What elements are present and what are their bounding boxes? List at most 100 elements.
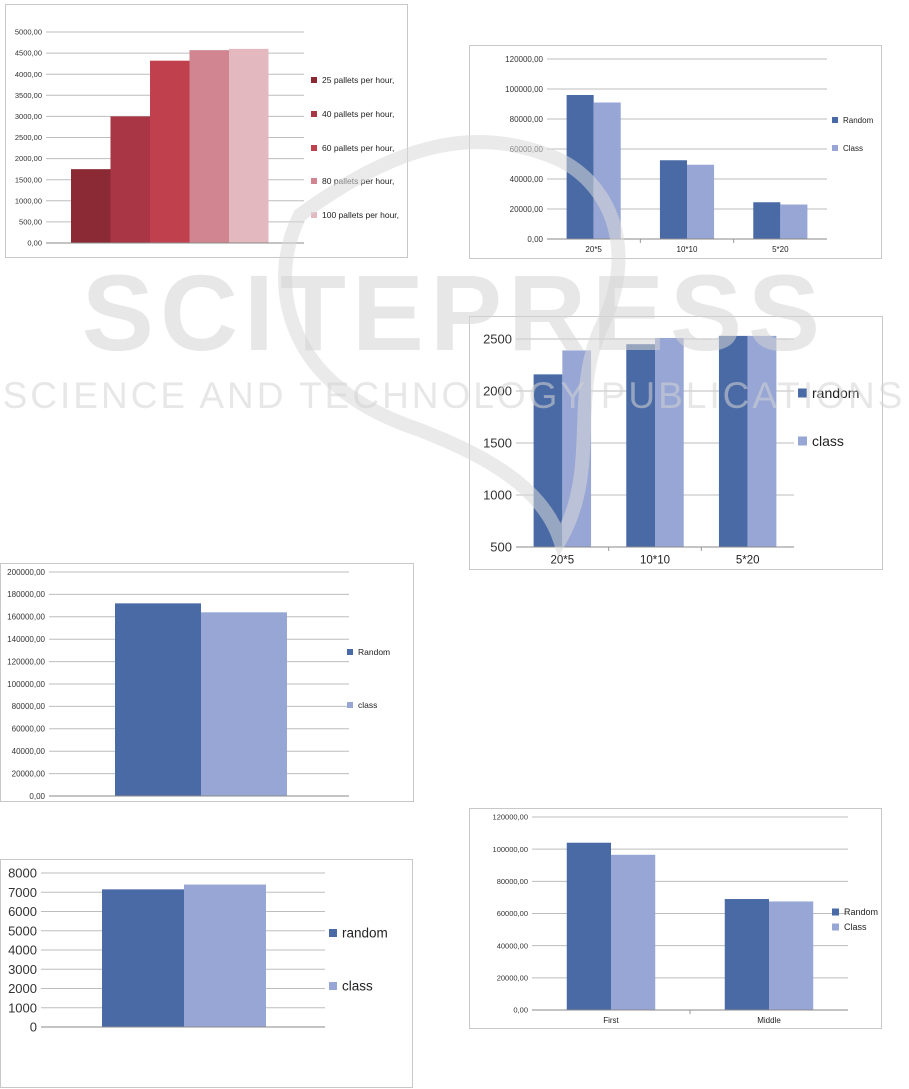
- c1-bar-2: [110, 116, 150, 243]
- c1-y-tick-label: 5000,00: [15, 28, 42, 37]
- chart-first-vs-middle: 0,00 20000,00 40000,00 60000,00 80000,00 1000…: [469, 808, 882, 1029]
- c6-y-tick-label: 40000,00: [497, 941, 528, 950]
- watermark-title: SCITEPRESS: [82, 252, 826, 373]
- c5-y-tick-label: 4000: [8, 943, 37, 958]
- c2-bar-2-2: [687, 164, 715, 239]
- c2-y-tick-label: 20000,00: [510, 205, 544, 214]
- c1-legend-label: 100 pallets per hour,: [322, 210, 399, 220]
- c1-bar-3: [150, 60, 190, 243]
- c2-y-tick-label: 120000,00: [505, 55, 543, 64]
- chart-c2-svg: 0,0020000,0040000,0060000,0080000,001000…: [505, 55, 874, 254]
- c4-y-tick-label: 160000,00: [7, 613, 45, 622]
- c6-legend-label: Class: [844, 922, 867, 932]
- c1-bar-1: [71, 169, 111, 243]
- c1-legend-label: 25 pallets per hour,: [322, 75, 394, 85]
- c6-y-tick-label: 0,00: [513, 1006, 528, 1015]
- c4-y-tick-label: 140000,00: [7, 635, 45, 644]
- c6-bar-1-2: [611, 854, 656, 1010]
- c5-y-tick-label: 5000: [8, 923, 37, 938]
- chart-c6-svg: 0,00 20000,00 40000,00 60000,00 80000,00 1000…: [493, 813, 878, 1025]
- c5-bar-1: [102, 889, 184, 1027]
- c4-y-tick-label: 60000,00: [12, 725, 46, 734]
- c2-legend-swatch: [832, 117, 838, 123]
- c1-bar-5: [229, 48, 269, 243]
- chart-c4-svg: 0,00 20000,00 40000,00 60000,00 80000,00 1000…: [7, 568, 390, 801]
- c1-legend-swatch: [311, 111, 317, 117]
- c1-y-tick-label: 2000,00: [15, 154, 42, 163]
- c3-category-label: 10*10: [640, 555, 670, 567]
- watermark-subtitle: SCIENCE AND TECHNOLOGY PUBLICATIONS: [3, 375, 906, 416]
- c6-y-tick-label: 60000,00: [497, 909, 528, 918]
- c3-bar-2-1: [626, 344, 655, 547]
- c3-category-label: 20*5: [550, 555, 574, 567]
- c5-y-tick-label: 0: [30, 1020, 37, 1035]
- c1-legend-label: 40 pallets per hour,: [322, 109, 394, 119]
- chart-c1-svg: 0,00 500,00 1000,00 1500,00 2000,00 2500,00 30…: [15, 28, 399, 248]
- c2-y-tick-label: 0,00: [527, 235, 543, 244]
- c5-legend-label: random: [342, 926, 388, 941]
- c1-y-tick-label: 500,00: [19, 218, 42, 227]
- c6-bar-1-1: [566, 842, 611, 1010]
- c6-category-label: Middle: [757, 1016, 781, 1025]
- c6-bar-2-2: [769, 901, 814, 1010]
- c4-y-tick-label: 80000,00: [12, 702, 46, 711]
- c6-legend-swatch: [832, 923, 839, 931]
- c6-y-tick-label: 120000,00: [493, 813, 528, 822]
- c4-y-tick-label: 200000,00: [7, 568, 45, 577]
- c3-legend-label: random: [812, 385, 859, 401]
- c1-legend-label: 60 pallets per hour,: [322, 143, 394, 153]
- c2-legend-label: Random: [843, 116, 874, 125]
- chart-pallets-per-hour: 0,00 500,00 1000,00 1500,00 2000,00 2500,00 30…: [5, 4, 408, 258]
- c2-y-tick-label: 40000,00: [510, 175, 544, 184]
- c3-category-label: 5*20: [736, 555, 760, 567]
- c2-bar-3-2: [780, 204, 808, 239]
- c1-y-tick-label: 3000,00: [15, 112, 42, 121]
- c1-legend-swatch: [311, 178, 317, 184]
- c3-y-tick-label: 1000: [483, 488, 512, 503]
- c4-y-tick-label: 20000,00: [12, 769, 46, 778]
- c3-bar-2-2: [655, 337, 684, 547]
- c5-y-tick-label: 8000: [8, 866, 37, 881]
- c3-legend-swatch: [798, 388, 807, 398]
- c6-y-tick-label: 20000,00: [497, 973, 528, 982]
- c4-legend-swatch: [347, 702, 353, 708]
- c3-legend-swatch: [798, 436, 807, 446]
- c3-legend-label: class: [812, 433, 844, 449]
- c6-legend-swatch: [832, 908, 839, 916]
- chart-c5-svg: 0 1000 2000 3000 4000 5000 6000 7000 8000 random c…: [8, 866, 388, 1035]
- c4-bar-1: [115, 603, 201, 796]
- c5-legend-swatch: [329, 929, 337, 937]
- c6-bar-2-1: [724, 899, 769, 1010]
- c3-y-tick-label: 2000: [483, 384, 512, 399]
- c6-y-tick-label: 100000,00: [493, 845, 528, 854]
- c1-y-tick-label: 1500,00: [15, 175, 42, 184]
- c6-y-tick-label: 80000,00: [497, 877, 528, 886]
- c2-legend-swatch: [832, 145, 838, 151]
- c1-y-tick-label: 3500,00: [15, 91, 42, 100]
- c5-y-tick-label: 1000: [8, 1000, 37, 1015]
- c1-y-tick-label: 4000,00: [15, 70, 42, 79]
- c5-legend-swatch: [329, 982, 337, 990]
- c4-legend-label: Random: [358, 647, 390, 657]
- c3-bar-3-1: [718, 335, 748, 547]
- c3-bar-3-2: [747, 335, 777, 547]
- c4-y-tick-label: 100000,00: [7, 680, 45, 689]
- c2-bar-2-1: [659, 160, 687, 239]
- watermark-shield-shape: [278, 135, 626, 558]
- c1-legend-swatch: [311, 212, 317, 218]
- c6-category-label: First: [603, 1016, 619, 1025]
- c2-category-label: 20*5: [585, 245, 602, 254]
- c5-bar-2: [184, 884, 266, 1027]
- c4-bar-2: [201, 612, 287, 796]
- c3-y-tick-label: 1500: [483, 436, 512, 451]
- c1-y-tick-label: 4500,00: [15, 49, 42, 58]
- c2-y-tick-label: 100000,00: [505, 85, 543, 94]
- c5-y-tick-label: 2000: [8, 981, 37, 996]
- c4-y-tick-label: 120000,00: [7, 657, 45, 666]
- c5-legend-label: class: [342, 979, 373, 994]
- c4-legend-label: class: [358, 700, 377, 710]
- c1-legend-swatch: [311, 77, 317, 83]
- c4-y-tick-label: 180000,00: [7, 590, 45, 599]
- c1-legend-swatch: [311, 145, 317, 151]
- c1-bar-4: [189, 50, 229, 244]
